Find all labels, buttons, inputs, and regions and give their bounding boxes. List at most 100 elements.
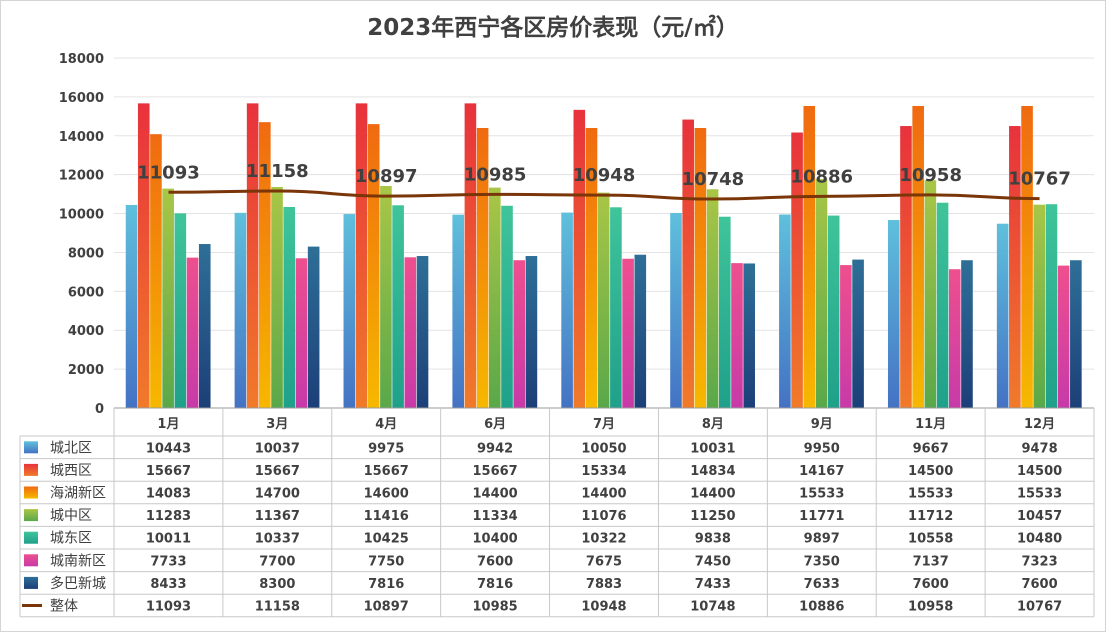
legend-label: 多巴新城 — [50, 575, 106, 592]
legend-key — [24, 531, 38, 544]
table-cell: 14400 — [690, 487, 735, 502]
table-cell: 8433 — [150, 577, 186, 592]
bar — [670, 212, 682, 408]
bar — [234, 212, 247, 408]
x-tick-label: 8月 — [702, 417, 724, 432]
bar — [1033, 204, 1046, 408]
bar — [137, 103, 150, 408]
bar — [1045, 204, 1058, 408]
x-tick-label: 12月 — [1024, 417, 1055, 432]
data-label: 11158 — [246, 161, 309, 182]
table-cell: 10400 — [472, 532, 517, 547]
bar — [186, 257, 199, 408]
bar — [392, 205, 404, 408]
table-cell: 7137 — [913, 554, 949, 569]
bar — [887, 220, 900, 408]
table-cell: 11093 — [146, 600, 191, 615]
table-cell: 7750 — [368, 554, 404, 569]
bar — [246, 103, 259, 408]
table-cell: 10958 — [908, 600, 953, 615]
table-cell: 9942 — [477, 441, 513, 456]
table-cell: 7350 — [804, 554, 840, 569]
table-cell: 11076 — [581, 509, 626, 524]
table-cell: 10322 — [581, 532, 626, 547]
bar — [610, 207, 622, 408]
y-tick-label: 0 — [95, 402, 104, 417]
legend-label: 城北区 — [50, 440, 92, 456]
table-cell: 15533 — [799, 487, 844, 502]
table-cell: 9897 — [804, 532, 840, 547]
bar — [694, 128, 707, 408]
bar — [573, 109, 586, 408]
y-tick-label: 18000 — [59, 52, 104, 67]
bar — [380, 186, 392, 408]
table-cell: 15667 — [364, 464, 409, 479]
table-cell: 11158 — [255, 600, 300, 615]
table-cell: 14167 — [799, 464, 844, 479]
legend-label: 城南新区 — [50, 553, 106, 569]
table-cell: 14400 — [581, 487, 626, 502]
bar — [283, 207, 296, 408]
bar — [996, 223, 1009, 408]
legend-key — [24, 441, 38, 454]
table-cell: 14600 — [364, 487, 409, 502]
legend-key — [24, 509, 38, 522]
table-cell: 14834 — [690, 464, 735, 479]
table-cell: 15334 — [581, 464, 626, 479]
bar — [1009, 126, 1021, 409]
table-cell: 10748 — [690, 600, 735, 615]
bar — [489, 187, 501, 408]
bar — [125, 204, 138, 408]
table-cell: 10897 — [364, 600, 409, 615]
bar — [827, 215, 840, 408]
bar — [271, 186, 283, 408]
table-cell: 7883 — [586, 577, 622, 592]
bar — [803, 105, 816, 408]
table-cell: 7600 — [913, 577, 949, 592]
bar — [259, 122, 271, 409]
table-cell: 10425 — [364, 532, 409, 547]
legend-label: 城西区 — [50, 463, 92, 479]
legend-label: 城中区 — [50, 508, 92, 524]
bar — [343, 214, 356, 408]
bar — [355, 103, 368, 408]
table-cell: 7816 — [477, 577, 513, 592]
legend-label: 海湖新区 — [50, 486, 106, 502]
table-cell: 7450 — [695, 554, 731, 569]
bar — [731, 263, 743, 408]
legend-key — [24, 486, 38, 499]
table-cell: 7600 — [477, 554, 513, 569]
legend-key — [24, 554, 38, 567]
bar — [525, 256, 538, 408]
bar — [452, 214, 465, 408]
bar — [779, 214, 791, 408]
table-cell: 10050 — [581, 441, 626, 456]
table-cell: 9838 — [695, 532, 731, 547]
data-label: 10958 — [899, 165, 962, 186]
bar — [791, 132, 803, 408]
x-tick-label: 1月 — [157, 417, 179, 432]
y-tick-label: 16000 — [59, 91, 104, 106]
bar — [948, 269, 961, 408]
table-cell: 9975 — [368, 441, 404, 456]
x-tick-label: 3月 — [266, 417, 288, 432]
table-cell: 7323 — [1021, 554, 1057, 569]
legend-label: 城东区 — [50, 531, 92, 547]
bar — [597, 192, 610, 408]
bar — [718, 216, 731, 408]
table-cell: 7733 — [150, 554, 186, 569]
legend-label: 整体 — [50, 599, 78, 615]
bar — [634, 254, 647, 408]
legend-key — [24, 576, 38, 589]
table-cell: 10948 — [581, 600, 626, 615]
y-tick-label: 2000 — [68, 363, 104, 378]
y-tick-label: 10000 — [59, 208, 104, 223]
bar — [464, 103, 477, 408]
table-cell: 15667 — [472, 464, 517, 479]
table-cell: 11712 — [908, 509, 953, 524]
bar — [501, 205, 513, 408]
bar — [1057, 265, 1070, 408]
table-cell: 14700 — [255, 487, 300, 502]
x-tick-label: 4月 — [375, 417, 397, 432]
